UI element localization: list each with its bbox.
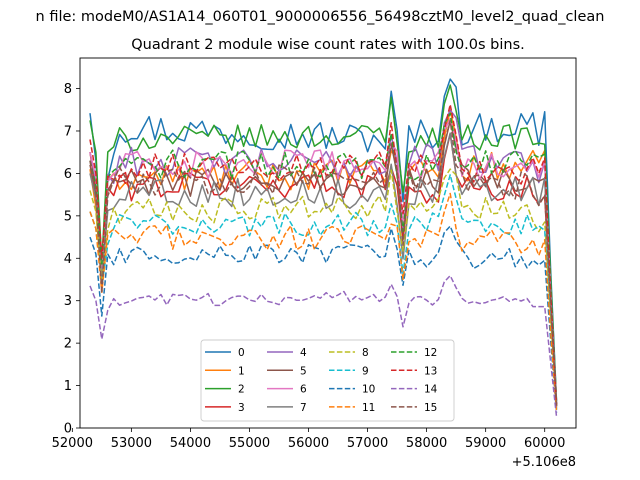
x-tick-label: 59000 <box>465 436 506 451</box>
y-tick-label: 1 <box>64 379 72 394</box>
series-line-15 <box>89 119 558 407</box>
y-tick-label: 5 <box>64 209 72 224</box>
axes-frame <box>79 57 577 429</box>
legend-label-15: 15 <box>424 402 437 414</box>
y-tick-label: 8 <box>64 82 72 97</box>
legend-frame <box>200 339 455 422</box>
legend-label-9: 9 <box>362 365 369 377</box>
series-line-12 <box>89 112 558 404</box>
legend-label-0: 0 <box>238 347 245 359</box>
legend-label-6: 6 <box>300 384 307 396</box>
y-axis: 0 1 2 3 4 5 6 7 8 <box>64 82 80 437</box>
legend-label-5: 5 <box>300 365 307 377</box>
x-tick-label: 52000 <box>52 436 93 451</box>
series-line-14 <box>89 274 558 417</box>
legend-label-12: 12 <box>424 347 437 359</box>
legend-label-10: 10 <box>362 384 375 396</box>
legend-label-14: 14 <box>424 384 438 396</box>
plot-area <box>89 78 558 417</box>
legend-label-2: 2 <box>238 384 245 396</box>
series-line-7 <box>89 132 558 407</box>
series-line-9 <box>89 174 558 410</box>
y-tick-label: 3 <box>64 294 72 309</box>
x-tick-label: 54000 <box>170 436 211 451</box>
series-line-11 <box>89 192 558 412</box>
x-tick-label: 56000 <box>288 436 329 451</box>
x-tick-label: 60000 <box>524 436 565 451</box>
chart-title: Quadrant 2 module wise count rates with … <box>131 37 525 53</box>
x-tick-label: 57000 <box>347 436 388 451</box>
series-line-13 <box>89 103 558 405</box>
y-tick-label: 7 <box>64 124 72 139</box>
legend-label-8: 8 <box>362 347 369 359</box>
y-tick-label: 6 <box>64 167 72 182</box>
y-tick-label: 4 <box>64 252 72 267</box>
y-tick-label: 0 <box>64 422 72 437</box>
series-line-3 <box>89 133 558 407</box>
x-tick-label: 58000 <box>406 436 447 451</box>
legend-label-11: 11 <box>362 402 375 414</box>
legend-label-3: 3 <box>238 402 245 414</box>
x-tick-label: 55000 <box>229 436 270 451</box>
legend-label-13: 13 <box>424 365 437 377</box>
x-axis-offset-label: +5.106e8 <box>512 455 576 470</box>
series-line-10 <box>89 225 558 413</box>
series-line-2 <box>89 84 558 402</box>
legend-label-1: 1 <box>238 365 245 377</box>
y-tick-label: 2 <box>64 337 72 352</box>
chart-suptitle: n file: modeM0/AS1A14_060T01_9000006556_… <box>36 9 605 25</box>
x-axis: 52000 53000 54000 55000 56000 57000 58000 59000… <box>52 428 565 451</box>
legend-label-4: 4 <box>300 347 307 359</box>
x-tick-label: 53000 <box>111 436 152 451</box>
legend-label-7: 7 <box>300 402 307 414</box>
